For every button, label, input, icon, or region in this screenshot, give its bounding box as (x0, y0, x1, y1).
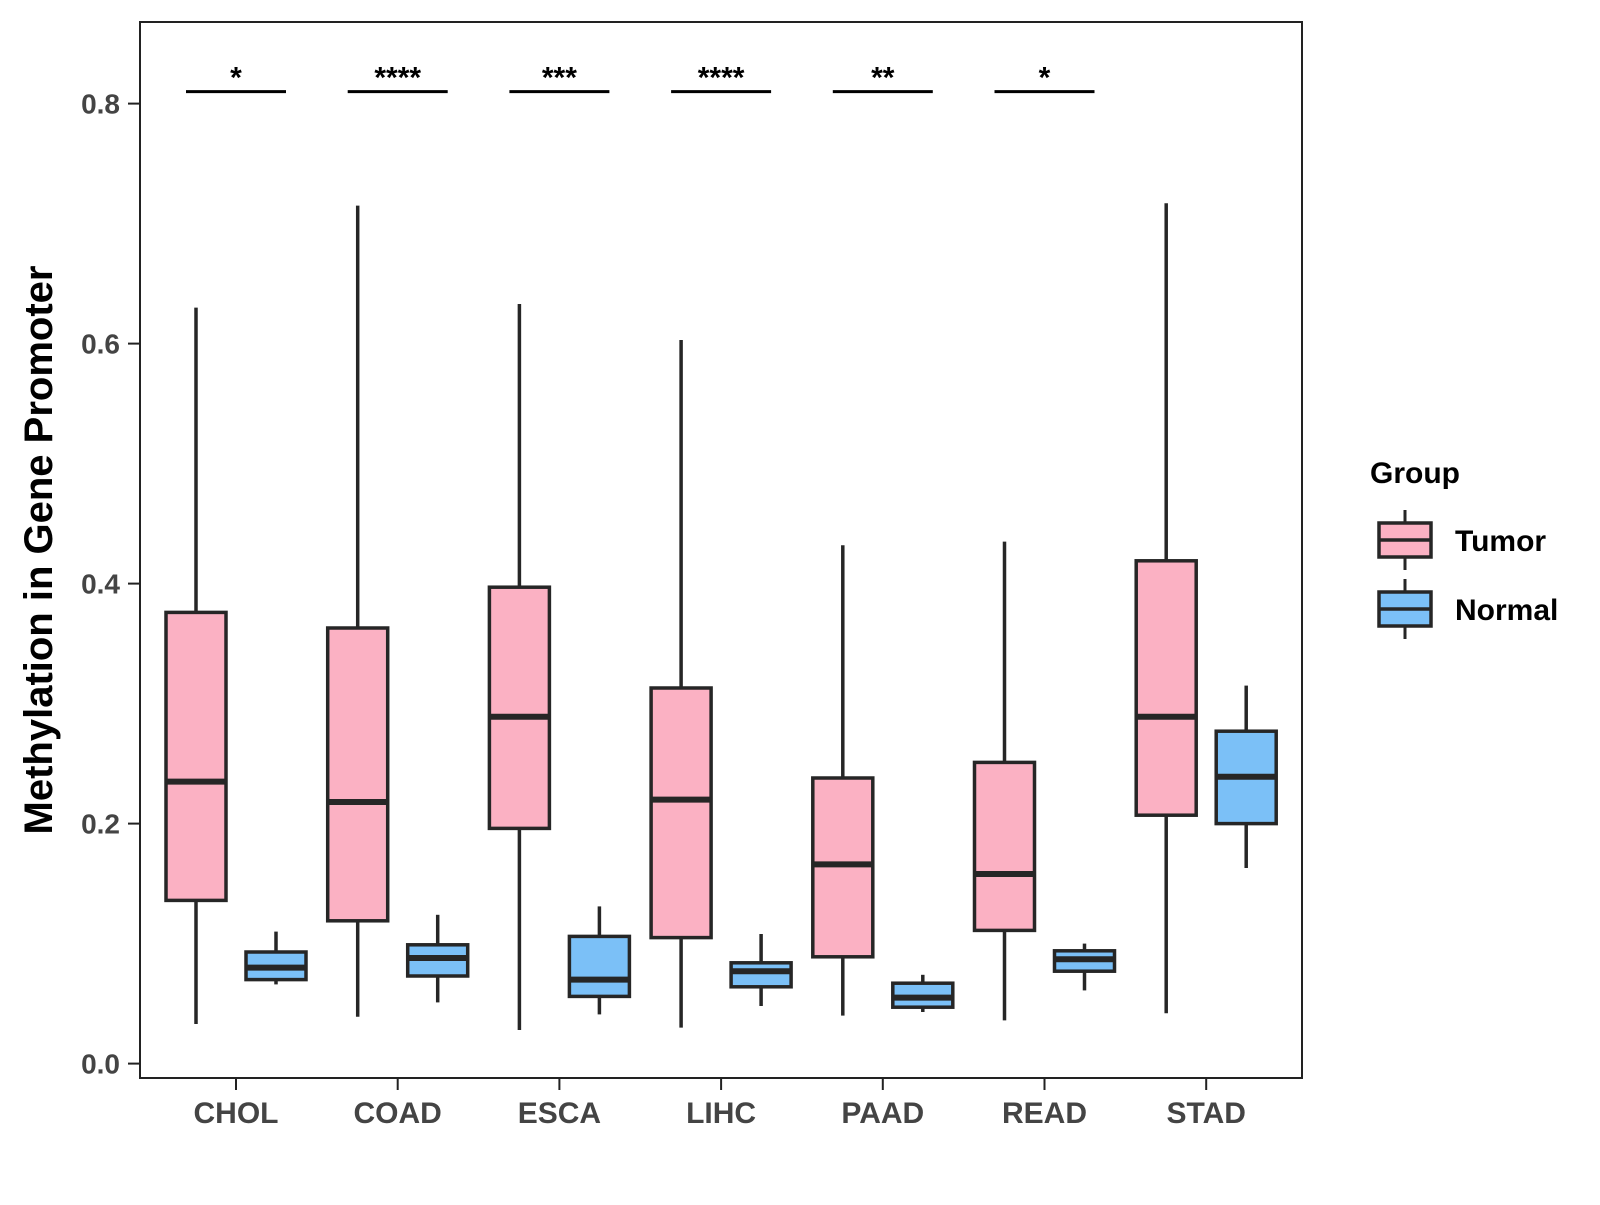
legend-entry-tumor: Tumor (1377, 510, 1546, 570)
y-tick-label-0: 0.0 (81, 1049, 120, 1080)
significance-label-chol: * (230, 62, 242, 95)
y-tick-label-4: 0.8 (81, 89, 120, 120)
box-lihc-normal (729, 934, 793, 1006)
significance-label-read: * (1039, 62, 1051, 95)
significance-label-coad: **** (374, 62, 421, 95)
box-body-lihc-tumor (649, 686, 713, 940)
box-esca-tumor (487, 304, 552, 1030)
x-tick-label-paad: PAAD (841, 1097, 924, 1130)
legend-label-tumor: Tumor (1455, 525, 1546, 558)
box-body-stad-tumor (1134, 559, 1198, 817)
significance-label-paad: ** (871, 62, 895, 95)
legend-label-normal: Normal (1455, 594, 1558, 627)
box-read-tumor (972, 541, 1037, 1021)
box-read-normal (1052, 943, 1117, 991)
box-paad-normal (891, 974, 955, 1012)
x-tick-label-chol: CHOL (194, 1097, 279, 1130)
box-body-esca-normal (567, 934, 632, 999)
legend-title: Group (1370, 457, 1460, 490)
x-tick-label-read: READ (1002, 1097, 1087, 1130)
box-paad-tumor (811, 545, 875, 1016)
y-tick-label-3: 0.6 (81, 329, 120, 360)
x-tick-label-stad: STAD (1166, 1097, 1245, 1130)
box-body-read-tumor (972, 760, 1037, 933)
significance-label-esca: *** (542, 62, 577, 95)
box-body-chol-tumor (164, 610, 228, 903)
box-lihc-tumor (649, 340, 713, 1028)
x-tick-label-lihc: LIHC (686, 1097, 756, 1130)
box-chol-tumor (164, 307, 228, 1024)
box-stad-tumor (1134, 203, 1198, 1014)
significance-label-lihc: **** (698, 62, 745, 95)
box-body-lihc-normal (729, 961, 793, 989)
box-body-coad-tumor (325, 626, 390, 923)
legend-entry-normal: Normal (1377, 579, 1558, 639)
y-axis-label: Methylation in Gene Promoter (17, 266, 61, 835)
box-esca-normal (567, 906, 632, 1015)
box-chol-normal (244, 931, 308, 985)
box-coad-tumor (325, 205, 390, 1017)
box-coad-normal (405, 914, 470, 1003)
x-tick-label-coad: COAD (354, 1097, 442, 1130)
x-tick-label-esca: ESCA (518, 1097, 601, 1130)
box-stad-normal (1214, 685, 1278, 868)
y-tick-label-1: 0.2 (81, 809, 120, 840)
box-body-esca-tumor (487, 585, 552, 831)
y-tick-label-2: 0.4 (81, 569, 120, 600)
